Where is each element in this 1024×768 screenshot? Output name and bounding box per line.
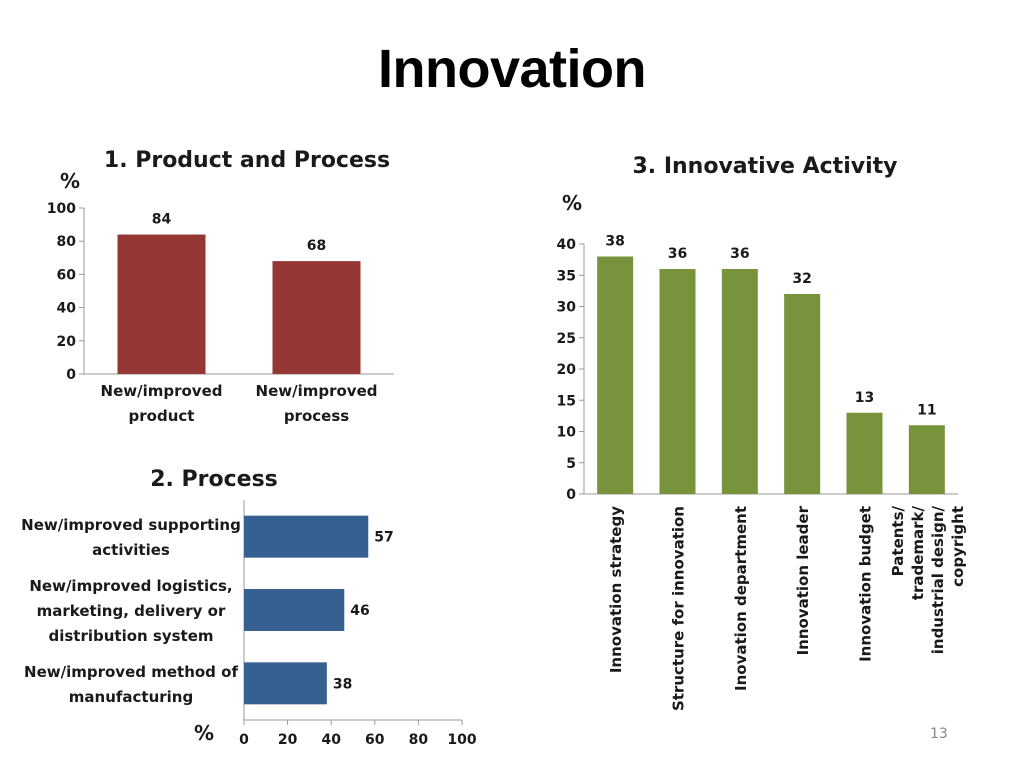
chart2-category-label: activities <box>92 541 170 559</box>
chart3-category-label: Inovation department <box>732 506 750 691</box>
chart1-y-unit: % <box>60 169 80 193</box>
chart2-bar <box>244 662 327 705</box>
chart3-bar <box>721 269 758 494</box>
chart3-bar <box>784 294 821 494</box>
chart2-data-label: 57 <box>374 530 393 546</box>
chart2-category-label: New/improved logistics, <box>29 577 232 595</box>
chart3-category-label: Structure for innovation <box>670 506 688 711</box>
chart2-x-tick-label: 40 <box>321 732 341 748</box>
chart3-data-label: 36 <box>668 246 687 262</box>
chart1-category-label: New/improved <box>101 382 223 400</box>
chart1-data-label: 84 <box>152 212 172 228</box>
chart2-data-label: 46 <box>350 603 369 619</box>
chart3-bar <box>597 256 634 494</box>
chart2-category-label: distribution system <box>48 627 213 645</box>
chart2-x-tick-label: 100 <box>447 732 476 748</box>
chart3-bar <box>908 425 945 494</box>
chart1-category-label: process <box>284 407 349 425</box>
chart3-category-label: Innovation budget <box>857 506 875 662</box>
chart2-data-label: 38 <box>333 676 352 692</box>
chart3-category-label: trademark/ <box>909 505 927 600</box>
chart1-y-tick-label: 100 <box>47 201 76 217</box>
chart3-y-tick-label: 40 <box>557 237 577 253</box>
chart1-y-tick-label: 0 <box>66 367 76 383</box>
chart3-y-unit: % <box>562 191 582 215</box>
chart3-category-label: Patents/ <box>889 505 907 576</box>
chart3-category-label: Innovation strategy <box>607 506 625 673</box>
chart2-bar <box>244 515 369 558</box>
chart3-y-tick-label: 15 <box>557 393 576 409</box>
chart1-y-tick-label: 40 <box>57 301 77 317</box>
chart1-category-label: product <box>129 407 195 425</box>
chart3-data-label: 13 <box>855 390 874 406</box>
chart1-bar <box>272 261 361 374</box>
slide-title: Innovation <box>378 39 646 99</box>
chart2-category-label: New/improved supporting <box>21 516 241 534</box>
chart1-category-label: New/improved <box>256 382 378 400</box>
chart3-y-tick-label: 5 <box>566 456 576 472</box>
chart2-x-tick-label: 60 <box>365 732 385 748</box>
chart3-data-label: 38 <box>605 234 624 250</box>
chart3-category-label: copyright <box>949 506 967 587</box>
chart3-y-tick-label: 20 <box>557 362 577 378</box>
chart1-y-tick-label: 80 <box>57 234 77 250</box>
chart2-title: 2. Process <box>150 467 278 492</box>
chart3-data-label: 32 <box>792 271 811 287</box>
chart2-category-label: New/improved method of <box>24 663 238 681</box>
chart2-x-tick-label: 80 <box>409 732 429 748</box>
chart3-y-tick-label: 25 <box>557 331 576 347</box>
chart2-x-tick-label: 20 <box>278 732 298 748</box>
chart3-y-tick-label: 0 <box>566 487 576 503</box>
chart3-category-label: Innovation leader <box>794 505 812 655</box>
chart1-bar <box>117 234 206 374</box>
chart3-category-label: industrial design/ <box>929 505 947 654</box>
chart1-y-tick-label: 60 <box>57 267 77 283</box>
chart3-data-label: 36 <box>730 246 749 262</box>
chart3-data-label: 11 <box>917 402 936 418</box>
chart1-y-tick-label: 20 <box>57 334 77 350</box>
page-number: 13 <box>930 726 948 742</box>
chart3-bar <box>659 269 696 494</box>
chart3-y-tick-label: 10 <box>557 425 577 441</box>
chart2-bar <box>244 589 345 631</box>
chart2-category-label: marketing, delivery or <box>37 602 226 620</box>
chart3-bar <box>846 412 883 494</box>
chart2-x-unit: % <box>194 721 214 745</box>
chart2-x-tick-label: 0 <box>239 732 249 748</box>
chart2-category-label: manufacturing <box>69 688 193 706</box>
chart3-y-tick-label: 30 <box>557 300 577 316</box>
chart3-title: 3. Innovative Activity <box>633 154 898 179</box>
chart1-title: 1. Product and Process <box>104 148 390 173</box>
chart1-data-label: 68 <box>307 238 326 254</box>
chart3-y-tick-label: 35 <box>557 268 576 284</box>
